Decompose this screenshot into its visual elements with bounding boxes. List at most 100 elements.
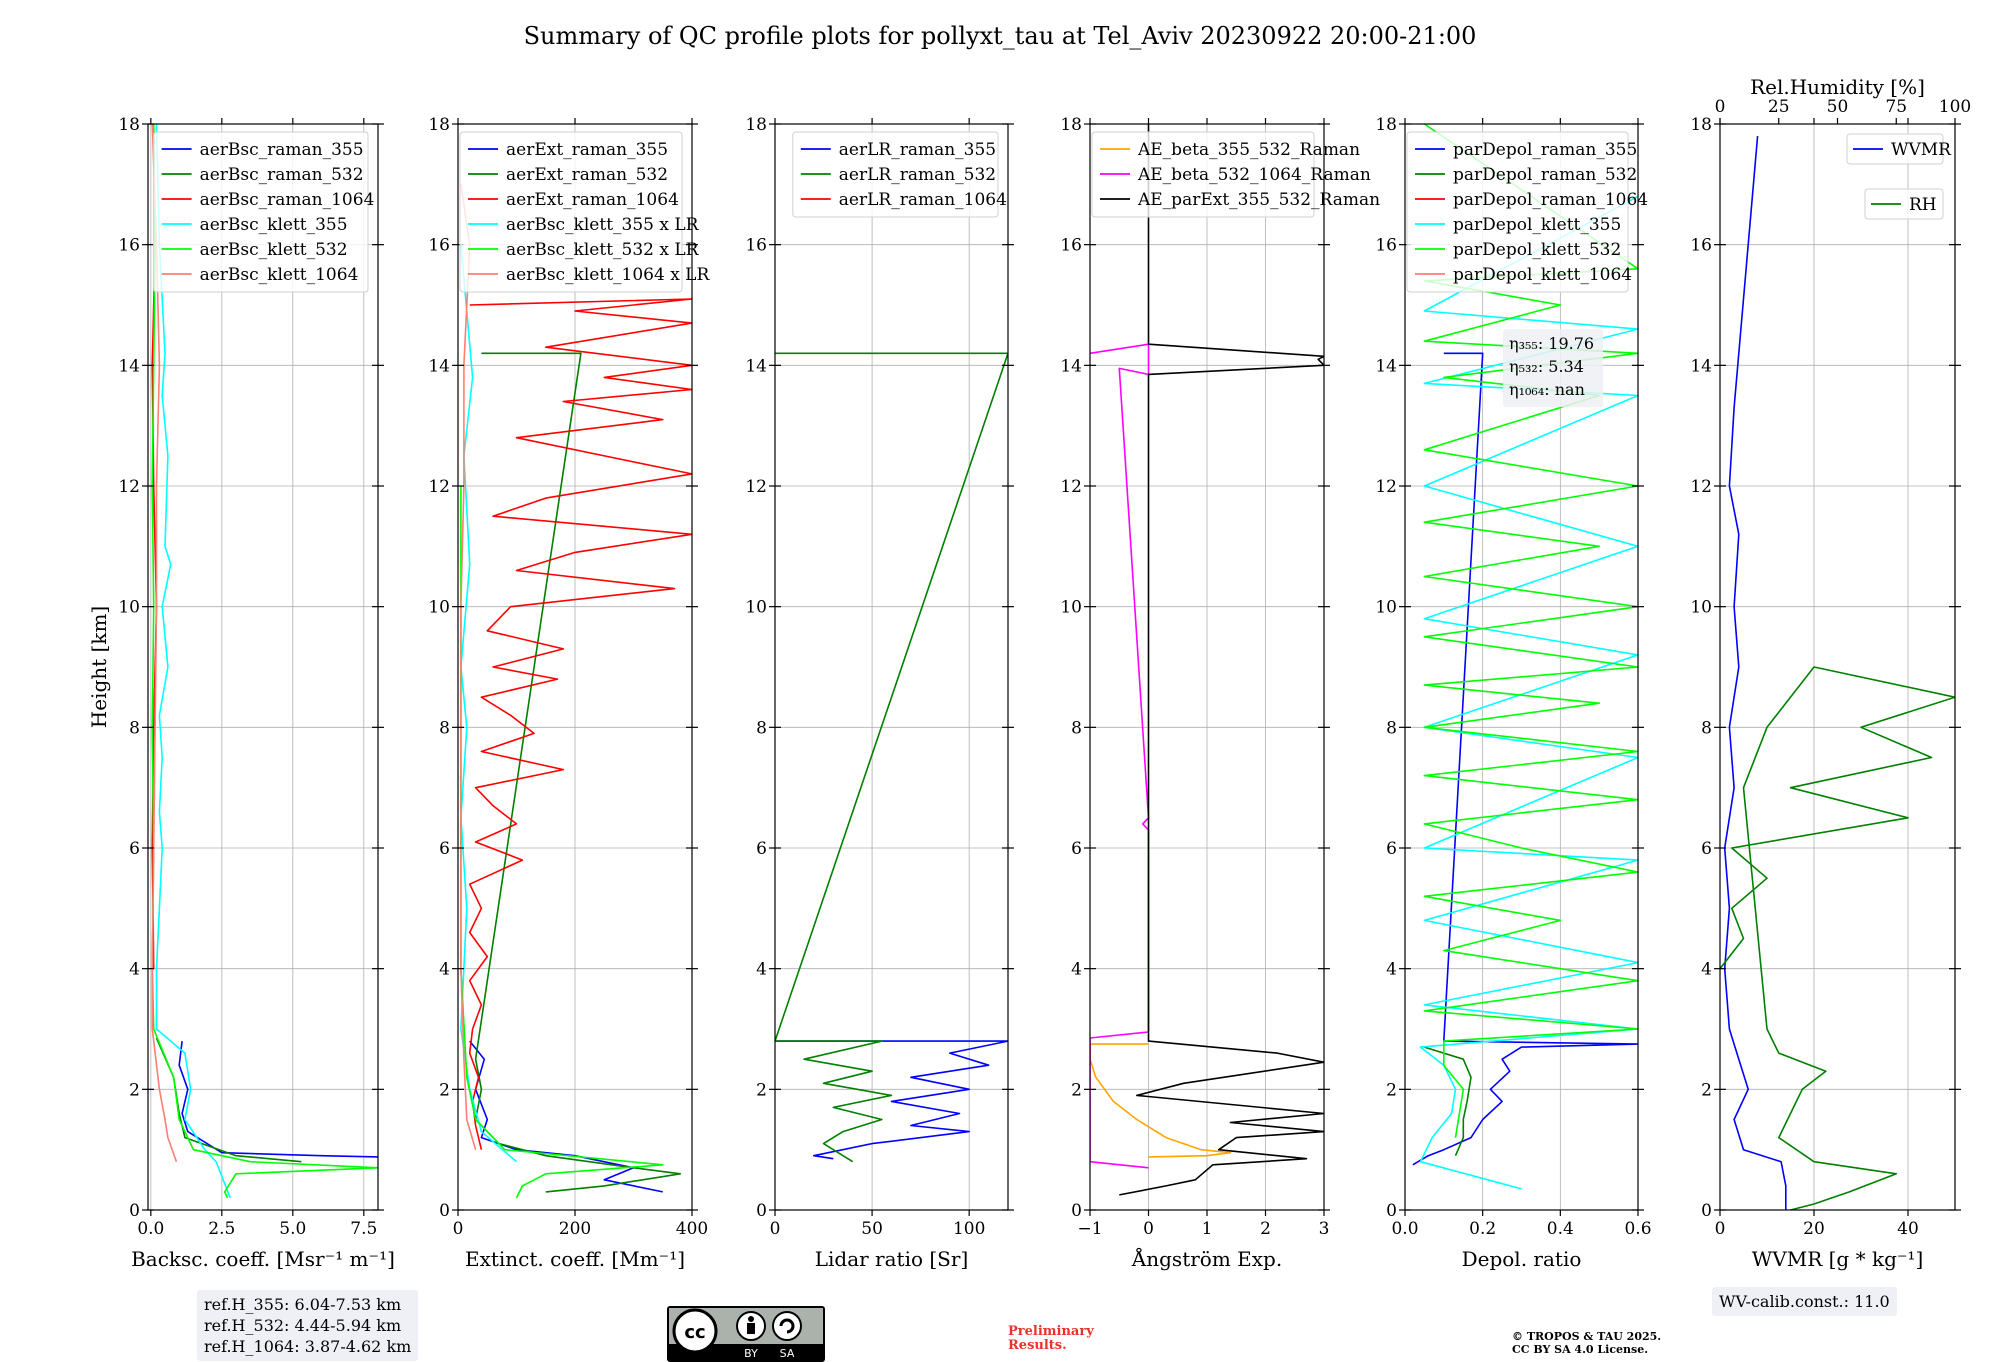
x-tick-label: 0.6 (1624, 1219, 1651, 1239)
preliminary-line-2: Results. (1008, 1338, 1067, 1353)
x-axis-label: Depol. ratio (1462, 1247, 1582, 1271)
y-tick-label: 4 (129, 960, 140, 980)
y-tick-label: 10 (428, 598, 450, 618)
x-tick-label: 200 (559, 1219, 591, 1239)
x-axis-label: Lidar ratio [Sr] (815, 1247, 969, 1271)
axes-frame (1404, 123, 1639, 1211)
x-tick-label: 40 (1897, 1219, 1919, 1239)
legend-label: parDepol_raman_532 (1453, 165, 1637, 185)
top-tick-label: 50 (1827, 97, 1849, 117)
copyright-note: © TROPOS & TAU 2025. CC BY SA 4.0 Licens… (1512, 1330, 1661, 1356)
legend-label: aerBsc_klett_355 (200, 215, 348, 235)
y-tick-label: 0 (756, 1201, 767, 1221)
eta-annotation-line: η₃₅₅: 19.76 (1509, 334, 1594, 353)
y-tick-label: 0 (1071, 1201, 1082, 1221)
x-axis-label: Extinct. coeff. [Mm⁻¹] (465, 1247, 685, 1271)
panel-depol: 0 2 4 6 8 10 12 14 16 18 0.0 0.2 0.4 0.6 Depol. ratio p… (1375, 115, 1651, 1271)
cc-by-label: BY (744, 1347, 758, 1360)
x-tick-label: 50 (861, 1219, 883, 1239)
x-axis-label: Ångström Exp. (1131, 1246, 1282, 1271)
x-tick-label: 2 (1260, 1219, 1271, 1239)
y-tick-label: 14 (1060, 356, 1082, 376)
series-line-aerBsc-klett-355 (155, 124, 232, 1199)
legend-label: aerBsc_raman_355 (200, 140, 364, 160)
preliminary-line-1: Preliminary (1008, 1324, 1094, 1339)
y-tick-label: 6 (439, 839, 450, 859)
y-tick-label: 0 (129, 1201, 140, 1221)
y-tick-label: 18 (1375, 115, 1397, 135)
series-line-aerExt-raman-1064 (468, 298, 692, 1150)
panel-backscatter: 0 2 4 6 8 10 12 14 16 18 0.0 2.5 5.0 7.5 Backsc. coeff… (87, 115, 395, 1271)
legend-label: aerBsc_klett_532 (200, 240, 348, 260)
y-tick-label: 16 (1375, 236, 1397, 256)
x-tick-label: 0.0 (1391, 1219, 1418, 1239)
legend-box (1406, 131, 1629, 293)
legend-label: aerBsc_raman_532 (200, 165, 364, 185)
x-tick-label: 0.0 (137, 1219, 164, 1239)
main-title: Summary of QC profile plots for pollyxt_… (523, 22, 1477, 50)
y-tick-label: 18 (1690, 115, 1712, 135)
series-line-parDepol-raman-355 (1412, 352, 1638, 1166)
legend-label: AE_beta_355_532_Raman (1137, 140, 1360, 160)
y-tick-label: 8 (1071, 718, 1082, 738)
series-line-aerBsc-raman-532 (155, 1037, 302, 1163)
y-tick-label: 18 (745, 115, 767, 135)
legend-label: aerLR_raman_355 (839, 140, 996, 160)
y-tick-label: 8 (129, 718, 140, 738)
y-tick-label: 16 (1060, 236, 1082, 256)
legend-label: parDepol_raman_1064 (1453, 190, 1648, 210)
legend-label: AE_beta_532_1064_Raman (1137, 165, 1371, 185)
y-tick-label: 10 (1375, 598, 1397, 618)
axes-frame (774, 123, 1009, 1211)
eta-annotation-line: η₅₃₂: 5.34 (1509, 357, 1584, 376)
x-tick-label: 20 (1803, 1219, 1825, 1239)
y-tick-label: 6 (1701, 839, 1712, 859)
x-axis-label: WVMR [g * kg⁻¹] (1752, 1247, 1924, 1271)
x-tick-label: 7.5 (350, 1219, 377, 1239)
x-tick-label: −1 (1077, 1219, 1102, 1239)
y-tick-label: 14 (428, 356, 450, 376)
y-tick-label: 12 (1690, 477, 1712, 497)
y-tick-label: 6 (1386, 839, 1397, 859)
x-tick-label: 2.5 (208, 1219, 235, 1239)
series-line-aerLR-raman-532 (775, 352, 1008, 1163)
y-tick-label: 18 (428, 115, 450, 135)
svg-text:cc: cc (684, 1322, 705, 1343)
series-line-aerBsc-raman-355 (178, 1041, 378, 1158)
series-line-parDepol-klett-532 (1423, 124, 1638, 1138)
legend-label: aerBsc_raman_1064 (200, 190, 375, 210)
legend-label: parDepol_klett_1064 (1453, 265, 1632, 285)
legend-label: parDepol_klett_355 (1453, 215, 1621, 235)
ref-heights-box: ref.H_355: 6.04-7.53 km ref.H_532: 4.44-… (197, 1290, 419, 1361)
legend-box (1846, 133, 1944, 165)
y-tick-label: 8 (1701, 718, 1712, 738)
y-tick-label: 2 (1386, 1080, 1397, 1100)
cc-logo-icon (672, 1308, 718, 1354)
y-tick-label: 4 (1071, 960, 1082, 980)
series-line-WVMR (1723, 136, 1787, 1210)
y-tick-label: 4 (756, 960, 767, 980)
cc-sa-label: SA (780, 1347, 795, 1360)
y-tick-label: 14 (1690, 356, 1712, 376)
y-tick-label: 4 (439, 960, 450, 980)
legend-box (153, 131, 369, 293)
y-tick-label: 12 (1060, 477, 1082, 497)
legend-label: aerExt_raman_355 (506, 140, 668, 160)
wv-calib-text: WV-calib.const.: 11.0 (1719, 1292, 1890, 1311)
legend-label: aerBsc_klett_355 x LR (506, 215, 700, 235)
y-tick-label: 18 (1060, 115, 1082, 135)
y-tick-label: 8 (1386, 718, 1397, 738)
legend-label: aerBsc_klett_532 x LR (506, 240, 700, 260)
sa-share-icon (772, 1311, 802, 1341)
panel-extinction: 0 2 4 6 8 10 12 14 16 18 0 200 400 Extinct. coeff. [M… (428, 115, 710, 1271)
x-tick-label: 0.2 (1469, 1219, 1496, 1239)
x-tick-label: 5.0 (279, 1219, 306, 1239)
ref-height-355: ref.H_355: 6.04-7.53 km (204, 1295, 402, 1314)
eta-annotation-line: η₁₀₆₄: nan (1509, 380, 1585, 399)
legend-label: aerExt_raman_1064 (506, 190, 679, 210)
y-tick-label: 10 (1060, 598, 1082, 618)
legend-label: AE_parExt_355_532_Raman (1137, 190, 1380, 210)
y-tick-label: 14 (1375, 356, 1397, 376)
series-line-aerBsc-klett-355-x-LR (460, 244, 518, 1163)
